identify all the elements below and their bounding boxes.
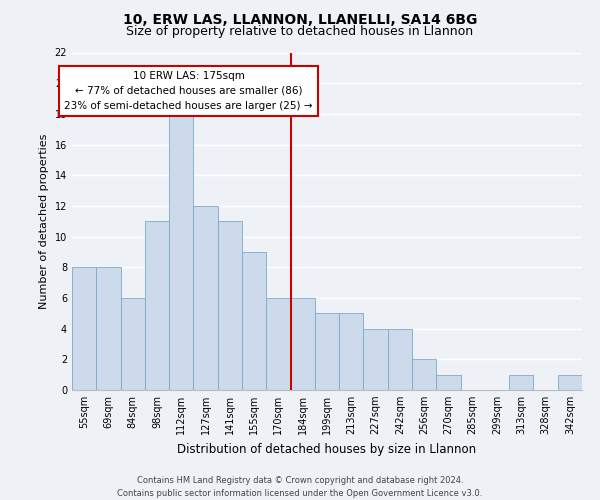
Bar xyxy=(193,206,218,390)
Bar xyxy=(388,328,412,390)
Bar xyxy=(145,221,169,390)
Bar xyxy=(290,298,315,390)
Bar xyxy=(121,298,145,390)
Bar xyxy=(412,360,436,390)
X-axis label: Distribution of detached houses by size in Llannon: Distribution of detached houses by size … xyxy=(178,442,476,456)
Bar xyxy=(339,314,364,390)
Bar xyxy=(436,374,461,390)
Bar xyxy=(558,374,582,390)
Bar xyxy=(72,268,96,390)
Y-axis label: Number of detached properties: Number of detached properties xyxy=(39,134,49,309)
Bar xyxy=(315,314,339,390)
Bar xyxy=(218,221,242,390)
Bar xyxy=(242,252,266,390)
Text: 10 ERW LAS: 175sqm
← 77% of detached houses are smaller (86)
23% of semi-detache: 10 ERW LAS: 175sqm ← 77% of detached hou… xyxy=(64,71,313,110)
Bar xyxy=(266,298,290,390)
Text: 10, ERW LAS, LLANNON, LLANELLI, SA14 6BG: 10, ERW LAS, LLANNON, LLANELLI, SA14 6BG xyxy=(123,12,477,26)
Text: Contains HM Land Registry data © Crown copyright and database right 2024.
Contai: Contains HM Land Registry data © Crown c… xyxy=(118,476,482,498)
Bar xyxy=(509,374,533,390)
Bar xyxy=(364,328,388,390)
Bar xyxy=(96,268,121,390)
Text: Size of property relative to detached houses in Llannon: Size of property relative to detached ho… xyxy=(127,25,473,38)
Bar xyxy=(169,114,193,390)
